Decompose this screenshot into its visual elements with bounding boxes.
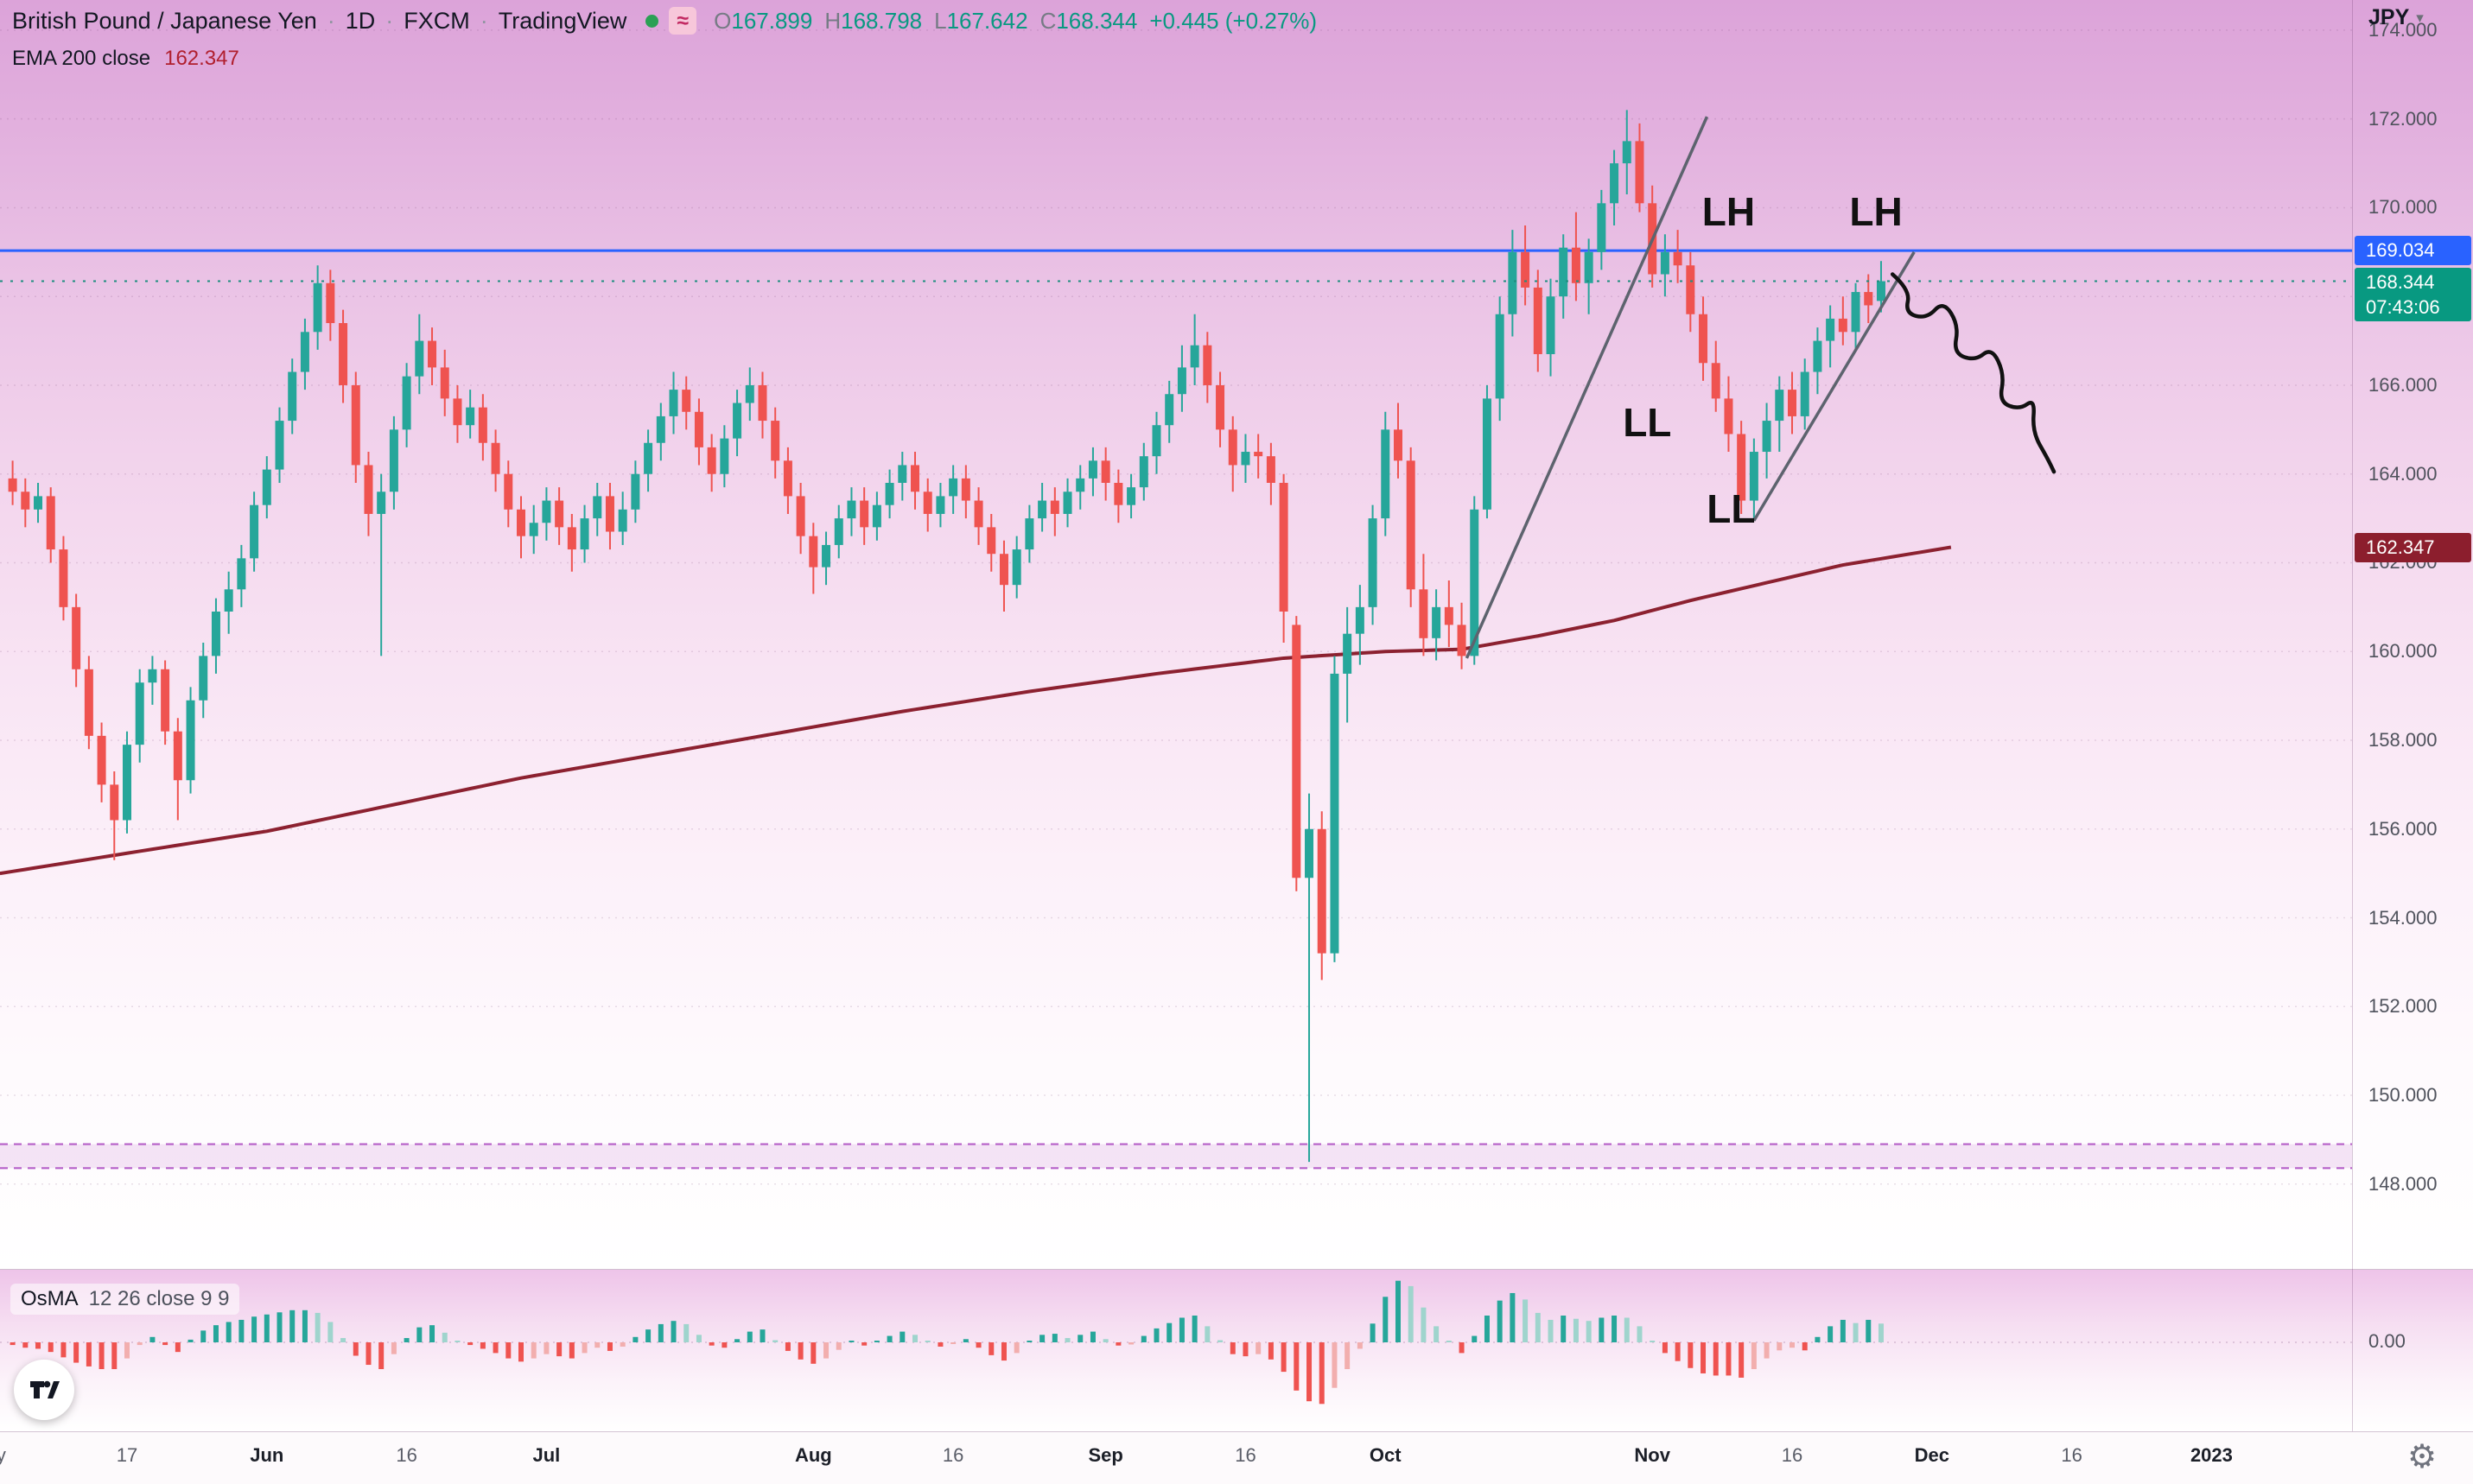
time-axis-label: Dec bbox=[1914, 1444, 1949, 1466]
horizontal-line-price-flag: 169.034 bbox=[2355, 236, 2471, 266]
price-tick-label: 154.000 bbox=[2368, 906, 2438, 929]
time-axis-label: 16 bbox=[2061, 1444, 2082, 1466]
separator: · bbox=[480, 7, 488, 34]
timeframe-label[interactable]: 1D bbox=[345, 7, 376, 34]
price-tick-label: 156.000 bbox=[2368, 817, 2438, 840]
currency-label: JPY bbox=[2368, 5, 2410, 29]
symbol-title[interactable]: British Pound / Japanese Yen bbox=[12, 7, 317, 34]
freehand-squiggle[interactable] bbox=[1890, 272, 2057, 474]
separator: · bbox=[327, 7, 335, 34]
chevron-down-icon: ▾ bbox=[2416, 9, 2424, 26]
osma-pane[interactable]: OsMA 12 26 close 9 9 bbox=[0, 1269, 2473, 1431]
annotation-lh: LH bbox=[1702, 189, 1755, 234]
price-band[interactable] bbox=[0, 1143, 2352, 1170]
osma-indicator-legend[interactable]: OsMA 12 26 close 9 9 bbox=[10, 1284, 240, 1315]
tradingview-logo bbox=[30, 1380, 60, 1398]
time-axis-label: Sep bbox=[1088, 1444, 1123, 1466]
trendline bbox=[1465, 116, 1709, 659]
time-axis-label: 2023 bbox=[2190, 1444, 2233, 1466]
time-axis-label: Jul bbox=[532, 1444, 561, 1466]
price-tick-label: 166.000 bbox=[2368, 373, 2438, 396]
annotation-ll: LL bbox=[1707, 486, 1755, 531]
osma-indicator-name: OsMA bbox=[21, 1287, 79, 1310]
time-axis-label: Aug bbox=[794, 1444, 832, 1466]
ema-200-line[interactable] bbox=[0, 545, 1952, 876]
separator: · bbox=[385, 7, 394, 34]
bar-countdown: 07:43:06 bbox=[2366, 295, 2440, 318]
osma-bars bbox=[10, 1280, 1884, 1405]
price-tick-label: 160.000 bbox=[2368, 640, 2438, 663]
ema-indicator-value: 162.347 bbox=[164, 47, 239, 70]
annotation-lh: LH bbox=[1849, 189, 1902, 234]
time-axis-label: y bbox=[0, 1444, 6, 1466]
current-price-value: 168.344 bbox=[2366, 270, 2435, 293]
time-axis-label: 16 bbox=[396, 1444, 417, 1466]
annotations-layer[interactable]: LH LH LL LL bbox=[1623, 189, 1903, 531]
time-axis-label: 17 bbox=[116, 1444, 138, 1466]
price-tick-label: 174.000 bbox=[2368, 18, 2438, 41]
time-axis[interactable]: y 17 Jun 16 Jul Aug 16 Sep 16 Oct Nov 16 Dec 16 2023 bbox=[0, 1431, 2473, 1484]
annotation-ll: LL bbox=[1623, 400, 1671, 445]
current-price-flag: 168.344 07:43:06 bbox=[2355, 267, 2471, 321]
price-tick-label: 152.000 bbox=[2368, 995, 2438, 1018]
ohlc-values: O167.899 H168.798 L167.642 C168.344 +0.4… bbox=[714, 7, 1318, 34]
tradingview-brand-link[interactable]: TradingView bbox=[498, 7, 627, 34]
change-value: +0.445 (+0.27%) bbox=[1149, 7, 1318, 34]
delayed-data-icon: ≈ bbox=[669, 7, 697, 35]
trendline bbox=[1752, 251, 1916, 522]
price-pane[interactable]: LH LH LL LL bbox=[0, 0, 2473, 1269]
price-tick-label: 150.000 bbox=[2368, 1084, 2438, 1107]
time-axis-label: Jun bbox=[250, 1444, 284, 1466]
price-tick-label: 164.000 bbox=[2368, 462, 2438, 485]
price-axis[interactable]: JPY ▾ 174.000172.000170.000168.000166.00… bbox=[2353, 0, 2473, 1431]
time-axis-label: 16 bbox=[1781, 1444, 1803, 1466]
exchange-label: FXCM bbox=[404, 7, 470, 34]
trendlines-layer[interactable] bbox=[1465, 116, 1916, 659]
osma-histogram[interactable] bbox=[0, 1270, 2352, 1432]
axis-divider bbox=[2352, 0, 2353, 1431]
candles-series[interactable] bbox=[8, 110, 1885, 1163]
currency-selector[interactable]: JPY ▾ bbox=[2368, 5, 2424, 30]
osma-indicator-params: 12 26 close 9 9 bbox=[88, 1287, 230, 1310]
time-axis-label: 16 bbox=[942, 1444, 964, 1466]
time-axis-label: 16 bbox=[1235, 1444, 1256, 1466]
gear-icon[interactable]: ⚙ bbox=[2407, 1439, 2438, 1475]
realtime-status-icon bbox=[645, 14, 659, 28]
price-tick-label: 170.000 bbox=[2368, 196, 2438, 219]
candlestick-chart[interactable]: LH LH LL LL bbox=[0, 0, 2352, 1269]
price-tick-label: 148.000 bbox=[2368, 1172, 2438, 1195]
price-tick-label: 172.000 bbox=[2368, 107, 2438, 130]
time-axis-label: Nov bbox=[1634, 1444, 1670, 1466]
ema-price-flag: 162.347 bbox=[2355, 532, 2471, 562]
ema-indicator-name[interactable]: EMA 200 close bbox=[12, 47, 151, 70]
price-gridlines bbox=[0, 29, 2352, 1185]
price-tick-label: 158.000 bbox=[2368, 729, 2438, 751]
osma-zero-label: 0.00 bbox=[2368, 1330, 2406, 1352]
tradingview-logo-button[interactable] bbox=[14, 1360, 74, 1420]
time-axis-label: Oct bbox=[1369, 1444, 1402, 1466]
chart-legend: British Pound / Japanese Yen · 1D · FXCM… bbox=[12, 7, 1317, 71]
